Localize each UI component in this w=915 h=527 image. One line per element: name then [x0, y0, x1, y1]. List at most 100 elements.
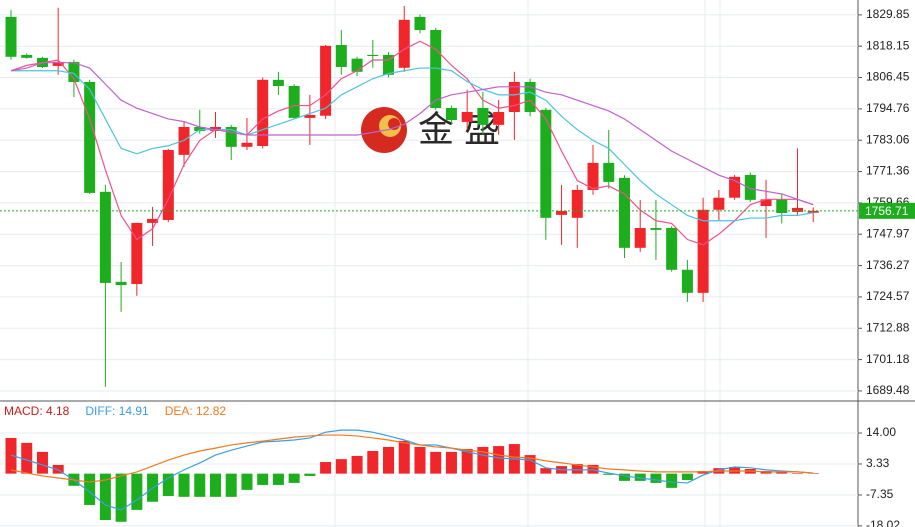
candle-body — [681, 269, 693, 293]
candle-body — [68, 61, 80, 82]
candle-body — [713, 197, 725, 210]
y-tick-label: 1771.36 — [866, 164, 910, 178]
candle-body — [21, 54, 33, 58]
candle-body — [540, 109, 552, 218]
y-tick-label: 1736.27 — [866, 258, 910, 272]
macd-bar — [807, 473, 819, 474]
candle-body — [225, 126, 237, 147]
candle-body — [367, 54, 379, 56]
candle-body — [383, 54, 395, 75]
candle-body — [147, 218, 159, 223]
macd-bar — [493, 446, 505, 474]
macd-bar — [257, 473, 269, 485]
macd-bar — [634, 473, 646, 481]
macd-bar — [666, 473, 678, 488]
macd-bar — [383, 446, 395, 474]
macd-bar — [540, 468, 552, 474]
candle-body — [430, 30, 442, 108]
candle-body — [131, 222, 143, 284]
macd-bar — [288, 473, 300, 483]
macd-bar — [351, 455, 363, 474]
macd-bar — [524, 455, 536, 474]
candle-body — [351, 58, 363, 72]
moving-average-line — [11, 67, 814, 222]
macd-bar — [729, 466, 741, 474]
candle-body — [288, 86, 300, 118]
candle-body — [194, 126, 206, 132]
candle-body — [320, 45, 332, 116]
macd-bar — [461, 448, 473, 474]
candle-body — [666, 227, 678, 270]
y-tick-label: 1724.57 — [866, 289, 910, 303]
candle-body — [807, 210, 819, 213]
macd-bar — [335, 459, 347, 474]
y-tick-label: 1712.88 — [866, 320, 910, 334]
macd-bar — [320, 462, 332, 474]
candle-body — [304, 114, 316, 118]
y-tick-label: 1806.45 — [866, 70, 910, 84]
macd-bar — [178, 473, 190, 497]
macd-bar — [650, 473, 662, 483]
macd-bar — [194, 473, 206, 497]
candle-body — [634, 227, 646, 248]
candle-body — [414, 16, 426, 31]
y-tick-label: -7.35 — [866, 487, 894, 501]
macd-bar — [225, 473, 237, 497]
macd-bar — [36, 451, 48, 474]
moving-average-line — [10, 40, 814, 246]
candle-body — [729, 176, 741, 198]
macd-bar — [209, 473, 221, 497]
macd-bar — [272, 473, 284, 485]
candle-body — [335, 45, 347, 67]
macd-bar — [792, 473, 803, 474]
candle-body — [241, 142, 253, 147]
y-tick-label: 14.00 — [866, 425, 896, 439]
candle-body — [477, 107, 489, 125]
candle-body — [618, 177, 630, 248]
macd-bar — [162, 473, 174, 496]
candle-body — [99, 191, 111, 283]
candle-body — [603, 162, 615, 182]
y-tick-label: 1747.97 — [866, 226, 910, 240]
macd-bar — [776, 471, 788, 474]
macd-bar — [21, 442, 33, 474]
macd-bar — [241, 473, 253, 490]
macd-bar — [304, 473, 316, 476]
macd-bar — [445, 451, 457, 474]
candle-body — [445, 107, 457, 121]
plot-layer — [0, 14, 858, 527]
y-tick-label: 1783.06 — [866, 132, 910, 146]
candle-body — [115, 281, 127, 286]
candle-body — [493, 111, 505, 125]
candle-body — [556, 210, 568, 215]
candle-body — [697, 209, 709, 293]
last-price-box — [859, 202, 915, 219]
candle-body — [461, 111, 473, 122]
macd-bar — [5, 437, 17, 474]
candle-body — [776, 199, 788, 213]
y-tick-label: 1689.48 — [866, 383, 910, 397]
macd-bar — [398, 440, 410, 474]
macd-bar — [430, 451, 442, 474]
macd-line — [10, 429, 814, 511]
y-tick-label: 1701.18 — [866, 352, 910, 366]
y-tick-label: -18.02 — [866, 518, 900, 527]
moving-average-line — [10, 62, 814, 206]
last-price-label: 1756.71 — [865, 204, 909, 218]
macd-bar — [571, 464, 583, 474]
y-tick-label: 3.33 — [866, 456, 890, 470]
candle-body — [587, 162, 599, 190]
macd-line — [10, 434, 814, 483]
macd-bar — [131, 473, 143, 510]
y-tick-label: 1818.15 — [866, 38, 910, 52]
candle-body — [84, 81, 96, 193]
macd-bar — [115, 473, 127, 522]
candle-body — [760, 199, 772, 207]
candle-body — [257, 79, 269, 147]
candle-body — [792, 207, 803, 212]
candle-body — [398, 19, 410, 68]
macd-bar — [477, 446, 489, 474]
legend-label: DIFF: 14.91 — [85, 404, 149, 418]
macd-bar — [603, 473, 615, 475]
